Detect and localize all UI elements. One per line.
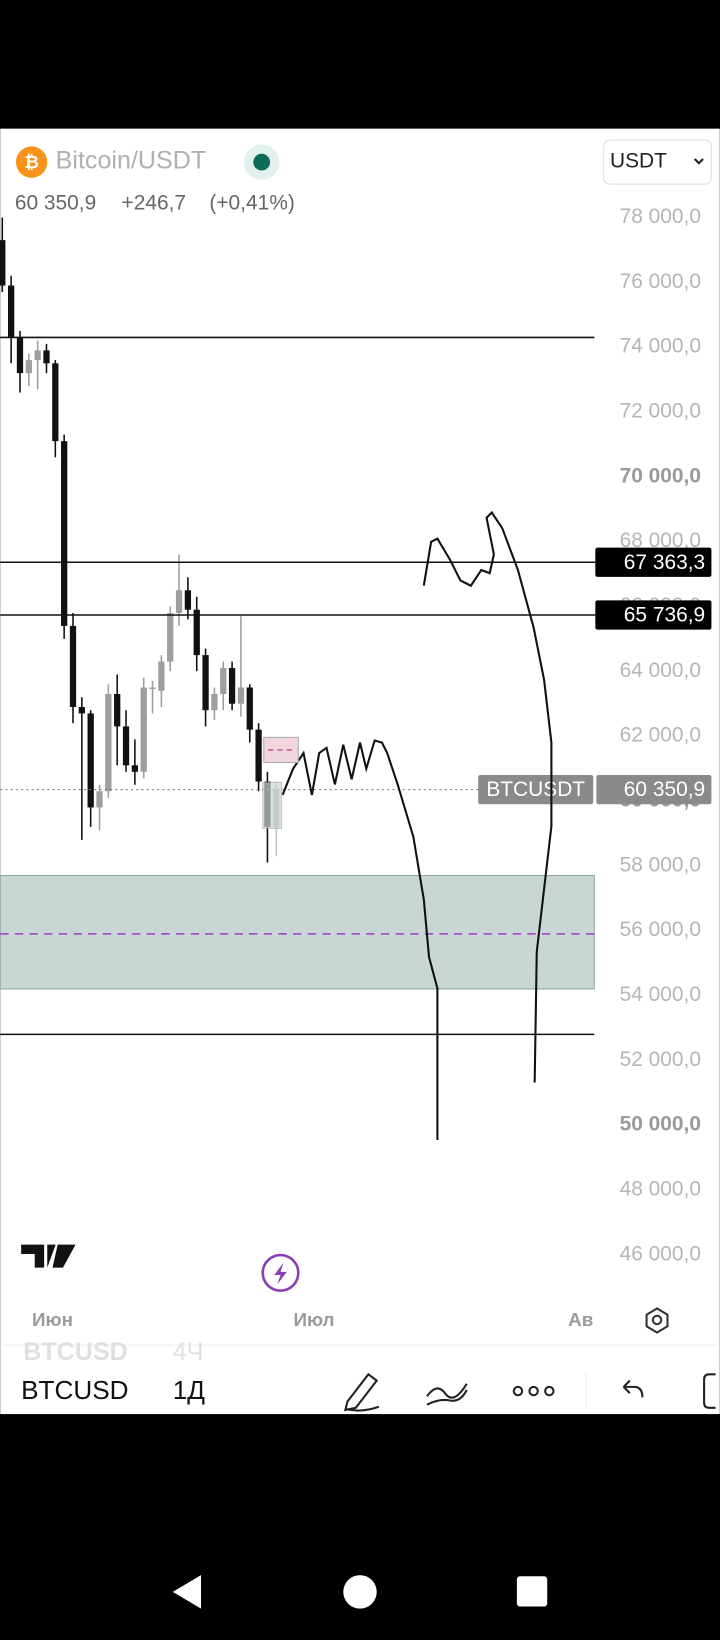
candle-body [158,661,165,691]
y-tick-label: 68 000,0 [620,529,701,552]
candle-body [69,625,77,707]
currency-label: USDT [610,150,667,173]
candle-body [105,693,112,792]
last-price-bg [596,774,712,805]
y-tick-label: 76 000,0 [620,270,701,293]
symbol-title[interactable]: Bitcoin/USDT [56,147,207,175]
candle-body [61,441,68,626]
y-tick-label: 48 000,0 [620,1177,701,1200]
candle-body [237,687,245,704]
candle-body [7,285,15,338]
x-tick-label: Ав [568,1309,593,1330]
y-tick-label: 56 000,0 [620,918,701,941]
candle-body [149,687,156,690]
nav-recents[interactable] [516,1576,548,1607]
candle-body [114,693,121,727]
candle-body [0,240,6,286]
level-label-bg [595,547,712,577]
more-tool[interactable] [512,1385,555,1397]
lines-tool[interactable] [426,1383,468,1406]
nav-home[interactable] [343,1575,377,1609]
y-tick-label: 46 000,0 [620,1242,701,1265]
candle-body [184,590,192,610]
coin-glyph: ₿ [24,152,38,172]
y-tick-label: 50 000,0 [620,1113,701,1136]
candle-body [175,590,183,613]
settings-icon[interactable] [645,1307,669,1334]
candle-body [87,713,94,808]
y-tick-label: 72 000,0 [620,399,701,422]
level-label: 65 736,9 [624,604,705,627]
y-tick-label: 62 000,0 [620,724,701,747]
last-price-name: BTCUSDT [486,778,585,801]
candle-body [43,350,50,364]
last-price-label: 60 350,9 [624,778,705,801]
level-label: 67 363,3 [624,551,705,574]
dropdown-arrow [693,158,704,165]
y-tick-label: 70 000,0 [620,464,701,487]
toolbar-interval[interactable]: 1Д [173,1375,206,1405]
y-tick-label: 58 000,0 [620,853,701,876]
freehand-drawing[interactable] [422,510,553,1083]
lightning-icon [274,1262,287,1285]
candle-body [78,706,85,714]
app-area [0,128,720,1415]
last-price-name-bg [478,774,594,805]
zone [0,875,595,990]
candle-body [246,687,253,730]
prev-interval: 4Ч [173,1338,204,1366]
status-dot [253,153,271,171]
freehand-drawing[interactable] [281,739,439,1141]
candle-body [25,360,32,374]
prev-symbol: BTCUSD [23,1338,128,1366]
coin-icon [15,146,48,178]
x-tick-label: Июн [32,1309,73,1330]
y-tick-label: 74 000,0 [620,335,701,358]
candle-body [255,729,262,782]
price-change: +246,7 [122,191,187,214]
candle-body [228,668,236,704]
candle-body [193,609,200,656]
candle-body [96,791,103,808]
draw-tool[interactable] [343,1372,380,1412]
candle-body [52,363,59,442]
toolbar-symbol[interactable]: BTCUSD [21,1375,128,1405]
y-tick-label: 64 000,0 [620,659,701,682]
candle-body [34,350,41,361]
candle-body [211,693,218,711]
candle-body [16,337,24,374]
price-change-pct: (+0,41%) [209,191,294,214]
candle-body [220,668,227,694]
x-tick-label: Июл [293,1309,334,1330]
candle-body [167,612,174,662]
candle-body [122,726,130,766]
tradingview-logo [21,1244,76,1268]
level-label-bg [595,600,712,630]
y-tick-label: 52 000,0 [620,1048,701,1071]
settings-icon-center [651,1314,663,1326]
y-tick-label: 54 000,0 [620,983,701,1006]
lightning-button[interactable] [261,1253,300,1292]
nav-back[interactable] [172,1575,202,1609]
y-tick-label: 78 000,0 [620,205,701,228]
candle-body [131,765,139,772]
projection-box [262,781,283,829]
candle-body [202,655,209,711]
undo-tool[interactable] [622,1379,644,1398]
currency-select[interactable] [603,139,712,185]
last-price: 60 350,9 [15,191,96,214]
plot: 78 000,0 76 000,0 74 000,0 72 000,0 70 000,0… [0,205,712,1330]
fullscreen-tool[interactable] [703,1373,716,1409]
candle-body [140,687,147,772]
